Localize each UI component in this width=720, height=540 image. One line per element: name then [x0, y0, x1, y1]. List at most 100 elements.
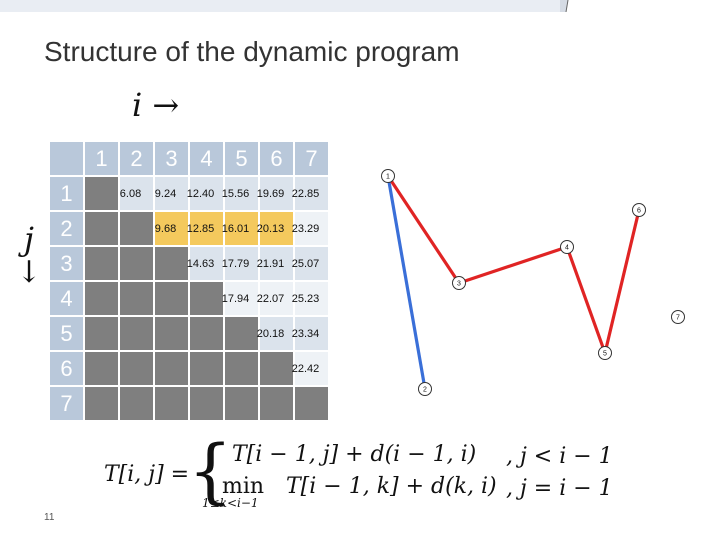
cell-value: 15.56: [221, 187, 250, 200]
formula-case-1: T[i − 1, j] + d(i − 1, i): [232, 442, 477, 467]
table-cell: 23.29: [291, 212, 328, 245]
cell-value: 17.79: [221, 257, 250, 270]
column-header: 7: [295, 142, 328, 175]
graph-node-7: 7: [671, 310, 685, 324]
table-cell: [85, 387, 118, 420]
axis-j-label: j ↓: [14, 222, 44, 290]
axis-i-label: i →: [132, 86, 180, 124]
axis-j-letter: j: [24, 220, 34, 258]
table-row: 6 22.42: [50, 352, 328, 385]
table-cell: 9.68: [155, 212, 188, 245]
table-cell: [260, 387, 293, 420]
column-header: 6: [260, 142, 293, 175]
page-number: 11: [44, 512, 55, 523]
table-row: 5 20.18 23.34: [50, 317, 328, 350]
cell-value: 12.40: [186, 187, 215, 200]
table-cell: [295, 387, 328, 420]
table-cell: [225, 317, 258, 350]
column-header: 5: [225, 142, 258, 175]
row-header: 3: [50, 247, 83, 280]
cell-value: 22.85: [291, 187, 320, 200]
formula-case-2: T[i − 1, k] + d(k, i): [286, 474, 497, 499]
table-cell: 19.69: [256, 177, 293, 210]
table-cell: 9.24: [155, 177, 188, 210]
table-cell: 22.85: [291, 177, 328, 210]
table-row: 2 9.68 12.85 16.01 20.13 23.29: [50, 212, 328, 245]
slide-title: Structure of the dynamic program: [44, 36, 460, 67]
graph-node-label: 2: [423, 387, 427, 394]
graph-node-6: 6: [632, 203, 646, 217]
table-cell: [120, 282, 153, 315]
table-cell: [85, 282, 118, 315]
table-cell: [190, 317, 223, 350]
table-cell: 20.13: [256, 212, 293, 245]
dp-table: 1 2 3 4 5 6 7 1 6.08 9.24 12.40 15.56 19.69 22.85 2 9.6…: [48, 140, 330, 422]
graph-node-2: 2: [418, 382, 432, 396]
cell-value: 17.94: [221, 292, 250, 305]
row-header: 1: [50, 177, 83, 210]
cell-value: 9.24: [154, 187, 177, 200]
graph-node-label: 5: [603, 351, 607, 358]
table-cell: 12.85: [186, 212, 223, 245]
cell-value: 25.07: [291, 257, 320, 270]
cell-value: 14.63: [186, 257, 215, 270]
column-header: 3: [155, 142, 188, 175]
graph-node-label: 6: [637, 208, 641, 215]
table-cell: 17.79: [221, 247, 258, 280]
tour-graph: 1 6 4 3 7 5 2: [381, 169, 685, 396]
table-cell: [190, 352, 223, 385]
row-header: 4: [50, 282, 83, 315]
table-cell: [225, 352, 258, 385]
table-cell: [155, 282, 188, 315]
down-arrow-icon: ↓: [16, 255, 42, 290]
table-cell: 22.07: [257, 282, 293, 315]
table-row: 4 17.94 22.07 25.23: [50, 282, 328, 315]
cell-value: 23.34: [291, 327, 320, 340]
column-header: 2: [120, 142, 153, 175]
graph-node-label: 7: [676, 315, 680, 322]
row-header: 2: [50, 212, 83, 245]
table-cell: [190, 387, 223, 420]
graph-node-4: 4: [560, 240, 574, 254]
cell-value: 6.08: [119, 187, 142, 200]
graph-node-label: 4: [565, 245, 569, 252]
edge-4-5: [565, 246, 607, 354]
formula-min-range: 1≤k<i−1: [202, 496, 259, 510]
cell-value: 23.29: [291, 222, 320, 235]
edge-3-4: [458, 245, 568, 285]
table-cell: 23.34: [291, 317, 328, 350]
table-cell: [120, 352, 153, 385]
cell-value: 20.18: [256, 327, 285, 340]
table-cell: 16.01: [221, 212, 258, 245]
table-cell: 20.18: [256, 317, 293, 350]
edge-1-3: [386, 175, 461, 284]
edge-1-2: [386, 175, 427, 390]
table-cell: 6.08: [120, 177, 153, 210]
table-cell: [155, 247, 188, 280]
table-cell: [120, 387, 153, 420]
table-cell: 12.40: [186, 177, 223, 210]
formula-lhs: T[i, j] =: [104, 462, 190, 487]
column-header: 1: [85, 142, 118, 175]
row-header: 5: [50, 317, 83, 350]
table-cell: [155, 352, 188, 385]
table-row: 7: [50, 387, 328, 420]
cell-value: 19.69: [256, 187, 285, 200]
cell-value: 22.42: [291, 362, 320, 375]
graph-node-label: 3: [457, 281, 461, 288]
graph-node-5: 5: [598, 346, 612, 360]
formula-min: min: [222, 474, 265, 499]
cell-value: 20.13: [256, 222, 285, 235]
table-row: 1 6.08 9.24 12.40 15.56 19.69 22.85: [50, 177, 328, 210]
table-row: 3 14.63 17.79 21.91 25.07: [50, 247, 328, 280]
cell-value: 16.01: [221, 222, 250, 235]
table-cell: [225, 387, 258, 420]
formula-condition-1: , j < i − 1: [506, 444, 613, 469]
table-cell: [85, 317, 118, 350]
table-cell: 17.94: [221, 282, 258, 315]
cell-value: 21.91: [256, 257, 285, 270]
table-cell: [85, 212, 118, 245]
row-header: 7: [50, 387, 83, 420]
cell-value: 12.85: [186, 222, 215, 235]
table-cell: [190, 282, 223, 315]
